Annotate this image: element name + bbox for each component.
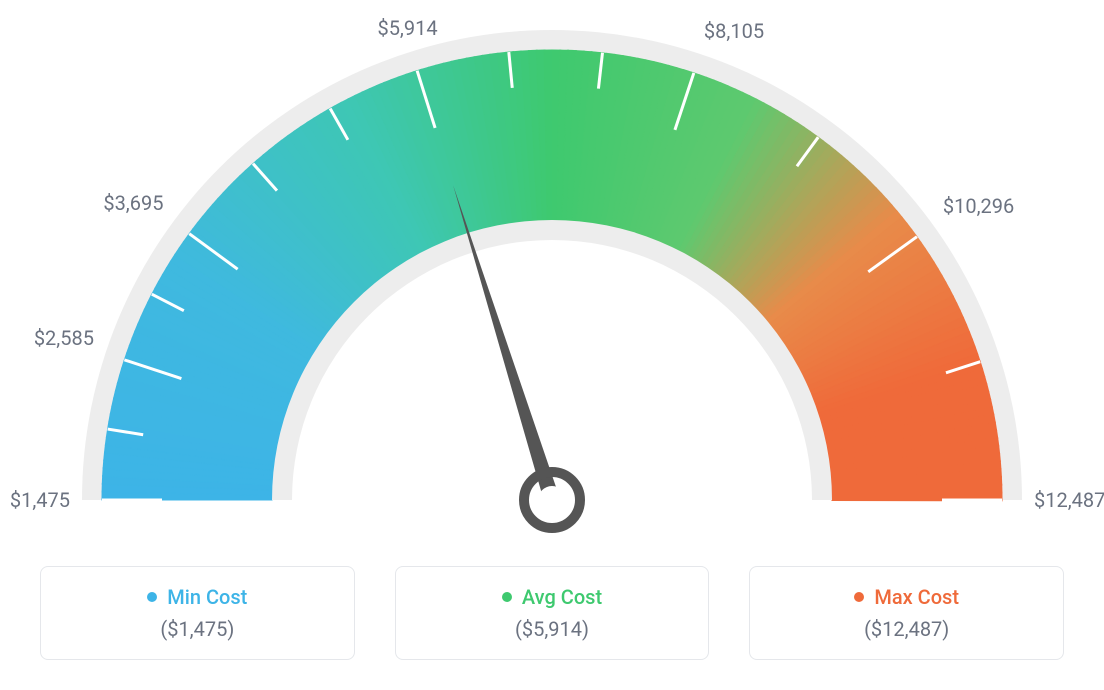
dot-icon [854, 592, 864, 602]
legend-value-max: ($12,487) [770, 617, 1043, 641]
legend-title-text: Max Cost [874, 585, 959, 609]
dot-icon [147, 592, 157, 602]
gauge-tick-label: $3,695 [83, 191, 163, 215]
legend-title-avg: Avg Cost [502, 585, 602, 609]
legend-title-text: Avg Cost [522, 585, 602, 609]
legend-card-min: Min Cost ($1,475) [40, 566, 355, 660]
legend-value-min: ($1,475) [61, 617, 334, 641]
gauge-tick-label: $2,585 [14, 326, 94, 350]
legend-title-text: Min Cost [167, 585, 247, 609]
gauge-chart: $1,475 $2,585 $3,695 $5,914 $8,105 $10,296 $12… [0, 0, 1104, 560]
gauge-tick-label: $5,914 [368, 16, 448, 40]
gauge-tick-label: $10,296 [943, 194, 1014, 218]
legend-title-max: Max Cost [854, 585, 959, 609]
legend-card-max: Max Cost ($12,487) [749, 566, 1064, 660]
legend-value-avg: ($5,914) [416, 617, 689, 641]
gauge-tick-label: $8,105 [704, 19, 764, 43]
legend-card-avg: Avg Cost ($5,914) [395, 566, 710, 660]
legend-row: Min Cost ($1,475) Avg Cost ($5,914) Max … [0, 566, 1104, 660]
dot-icon [502, 592, 512, 602]
gauge-tick-label: $12,487 [1034, 488, 1104, 512]
gauge-tick-label: $1,475 [0, 488, 70, 512]
gauge-svg [0, 0, 1104, 560]
legend-title-min: Min Cost [147, 585, 247, 609]
